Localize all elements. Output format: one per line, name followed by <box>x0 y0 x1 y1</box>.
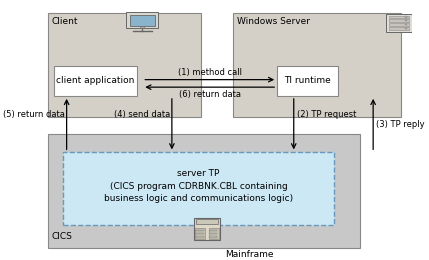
Text: client application: client application <box>56 76 134 85</box>
Text: (1) method call: (1) method call <box>178 68 242 77</box>
Bar <box>277 66 338 96</box>
Bar <box>405 16 407 18</box>
Bar <box>208 228 219 239</box>
Bar <box>63 152 334 225</box>
Bar <box>209 236 217 238</box>
Text: server TP
(CICS program CDRBNK.CBL containing
business logic and communications : server TP (CICS program CDRBNK.CBL conta… <box>104 169 293 203</box>
Bar <box>405 28 407 29</box>
Text: TI runtime: TI runtime <box>284 76 331 85</box>
Text: (3) TP reply: (3) TP reply <box>376 120 425 129</box>
Text: (6) return data: (6) return data <box>179 90 241 99</box>
Text: (2) TP request: (2) TP request <box>297 110 357 119</box>
Bar <box>389 27 409 30</box>
Bar <box>196 230 204 231</box>
Text: Client: Client <box>52 17 79 26</box>
Text: (5) return data: (5) return data <box>3 110 65 119</box>
Bar <box>195 228 205 239</box>
Text: CICS: CICS <box>52 232 73 241</box>
Bar <box>405 20 407 21</box>
Bar <box>209 233 217 235</box>
Bar <box>209 230 217 231</box>
Text: Windows Server: Windows Server <box>236 17 309 26</box>
Bar <box>389 16 409 18</box>
Bar <box>48 134 360 248</box>
Bar <box>389 23 409 26</box>
Bar <box>389 20 409 22</box>
Bar <box>54 66 137 96</box>
Bar <box>196 233 204 235</box>
Bar <box>405 24 407 25</box>
Bar <box>233 13 401 117</box>
Bar <box>127 12 158 28</box>
Bar <box>194 218 220 240</box>
Text: Mainframe: Mainframe <box>225 250 274 259</box>
Bar <box>130 15 155 25</box>
Text: (4) send data: (4) send data <box>114 110 170 119</box>
Bar <box>140 26 144 28</box>
Bar <box>196 219 218 224</box>
Bar <box>386 14 412 32</box>
Bar <box>196 236 204 238</box>
Bar <box>48 13 202 117</box>
